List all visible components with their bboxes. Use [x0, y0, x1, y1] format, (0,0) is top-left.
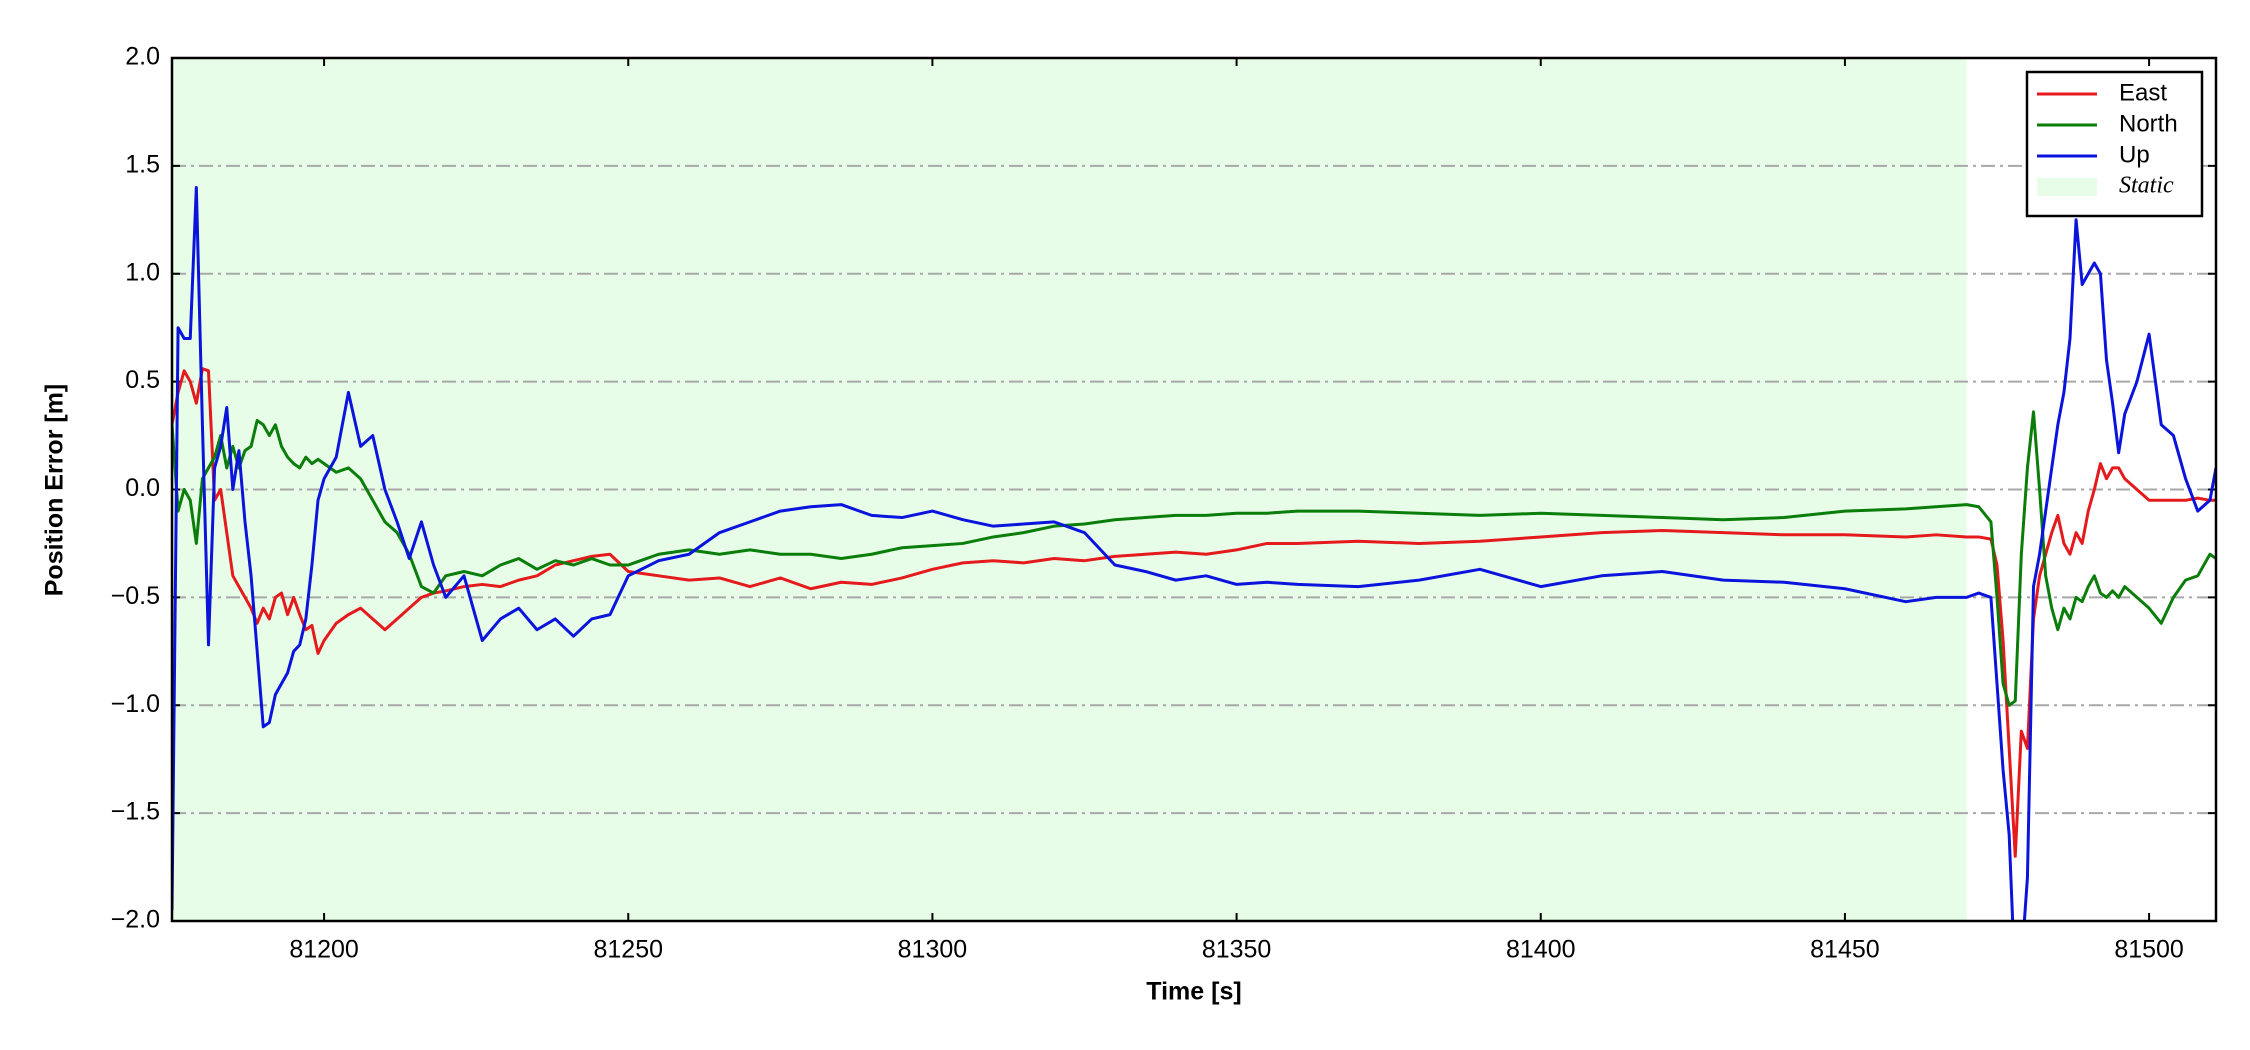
y-tick-label: 2.0	[125, 43, 160, 71]
line-series	[172, 185, 2216, 921]
legend-label: Static	[2119, 173, 2174, 199]
y-tick-label: 0.0	[125, 474, 160, 502]
legend-box	[2025, 70, 2204, 218]
legend-label: North	[2119, 110, 2178, 137]
y-tick-label: 1.0	[125, 258, 160, 286]
x-tick-label: 81400	[1506, 936, 1576, 964]
legend: East North Up Static	[2025, 70, 2204, 218]
x-axis-label: Time [s]	[1146, 978, 1241, 1006]
line-series	[172, 367, 2216, 858]
x-tick-label: 81500	[2114, 936, 2184, 964]
legend-label: East	[2119, 79, 2167, 106]
x-tick-label: 81350	[1202, 936, 1272, 964]
y-tick-label: −0.5	[111, 582, 160, 610]
y-axis-label: Position Error [m]	[41, 384, 69, 597]
y-tick-label: 1.5	[125, 150, 160, 178]
y-tick-label: −2.0	[111, 906, 160, 934]
x-tick-label: 81250	[593, 936, 663, 964]
y-tick-label: 0.5	[125, 366, 160, 394]
y-tick-label: −1.0	[111, 690, 160, 718]
legend-swatch	[2037, 178, 2097, 196]
plot-frame	[170, 56, 2218, 923]
line-series	[172, 410, 2216, 707]
x-tick-label: 81300	[898, 936, 968, 964]
x-tick-label: 81450	[1810, 936, 1880, 964]
x-tick-label: 81200	[289, 936, 359, 964]
legend-label: Up	[2119, 141, 2150, 168]
y-tick-label: −1.5	[111, 798, 160, 826]
